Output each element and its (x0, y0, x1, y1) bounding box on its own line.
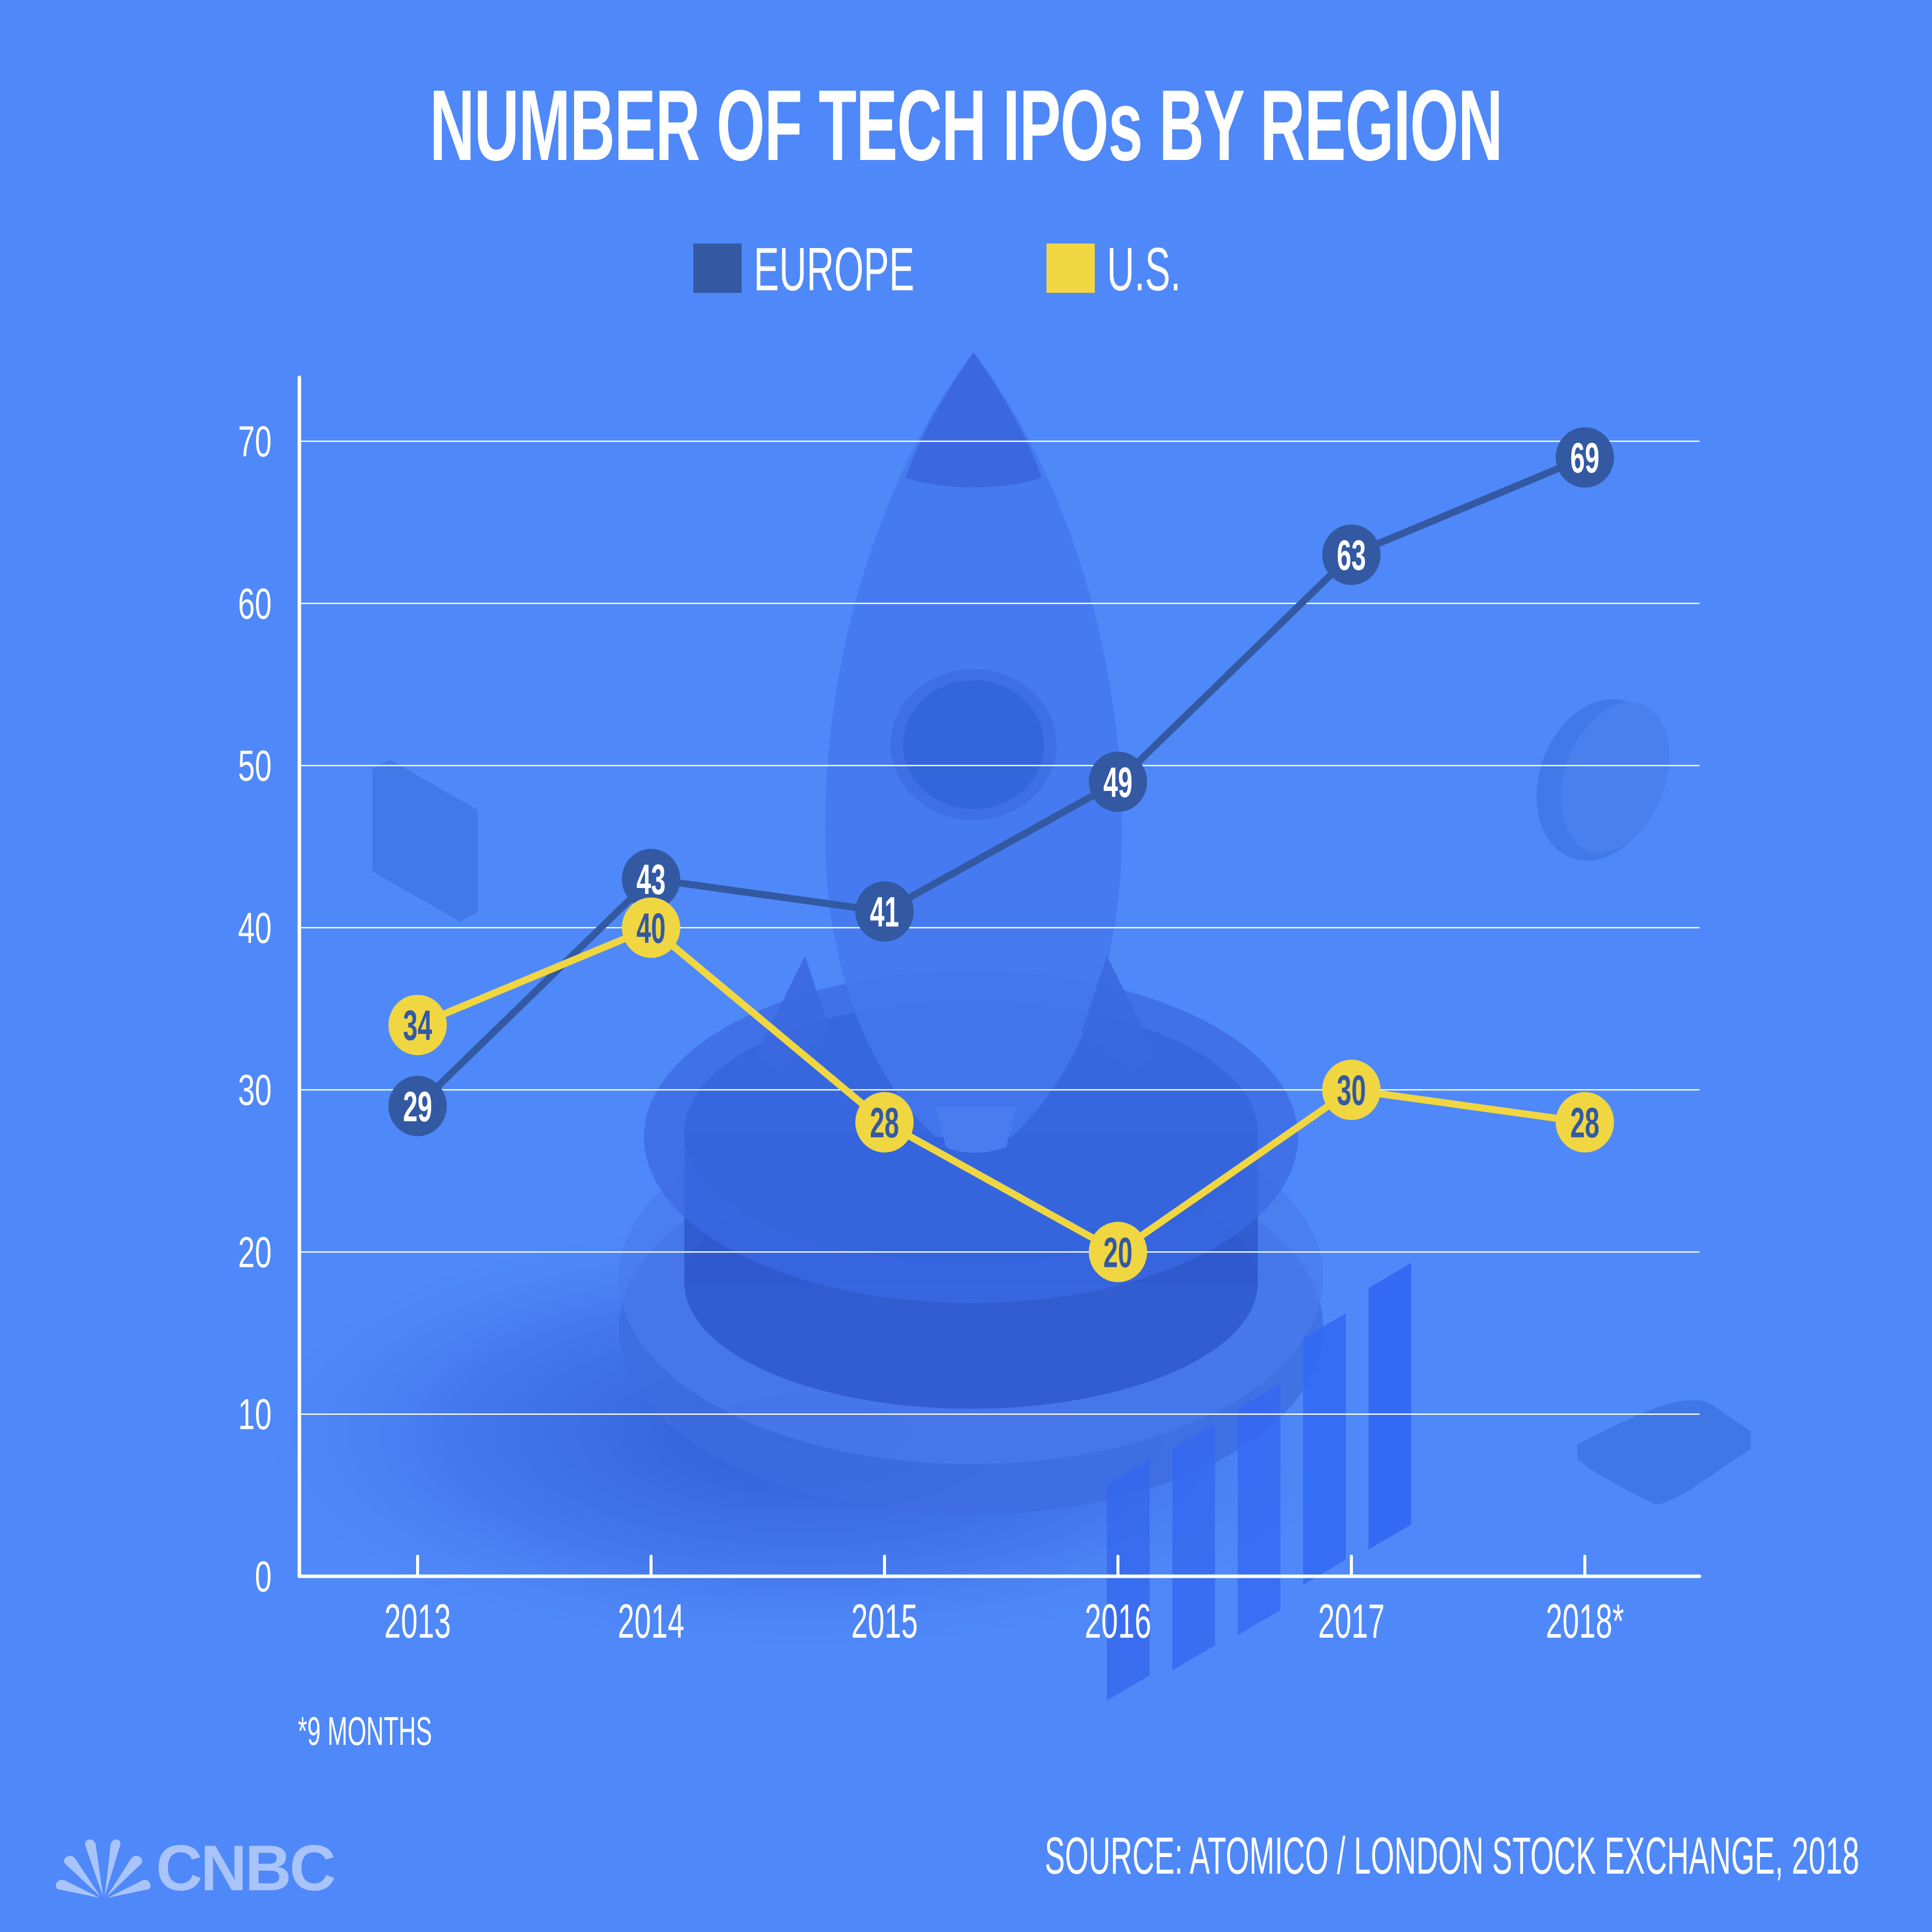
marker-europe (1556, 427, 1614, 488)
gridlines (299, 440, 1700, 1415)
series-line-europe (415, 454, 1586, 1109)
data-label-us: 20 (1103, 1229, 1133, 1276)
data-label-europe: 69 (1570, 435, 1599, 482)
x-tick-label: 2017 (1318, 1594, 1385, 1648)
marker-europe (1089, 751, 1147, 812)
marker-europe (1322, 524, 1381, 585)
y-tick-label: 20 (238, 1228, 272, 1276)
decor-bar-5 (1369, 1263, 1411, 1550)
marker-us (855, 1092, 914, 1153)
data-label-europe: 29 (403, 1083, 432, 1131)
data-label-us: 28 (870, 1099, 899, 1147)
y-tick-label: 30 (238, 1066, 272, 1114)
data-point-us: 30 (1322, 1060, 1381, 1120)
y-axis-ticks: 0 10 20 30 40 50 60 70 (238, 417, 272, 1600)
marker-europe (622, 849, 680, 910)
y-tick-label: 70 (238, 417, 272, 465)
data-label-europe: 43 (636, 856, 666, 903)
data-point-europe: 49 (1089, 751, 1147, 812)
rocket-nozzle (936, 1107, 1016, 1153)
legend-swatch-us (1046, 244, 1095, 293)
source-note: SOURCE: ATOMICO / LONDON STOCK EXCHANGE,… (1044, 1827, 1859, 1885)
data-point-europe: 43 (622, 849, 680, 910)
marker-europe (388, 1076, 447, 1137)
x-axis-ticks: 2013 2014 2015 2016 2017 2018* (384, 1555, 1624, 1648)
data-label-europe: 63 (1337, 532, 1366, 579)
x-tick-label: 2013 (384, 1594, 451, 1648)
x-tick-label: 2014 (618, 1594, 684, 1648)
decor-coin-right-face (1561, 702, 1669, 853)
decor-bar-3 (1238, 1384, 1280, 1635)
marker-europe (855, 881, 914, 942)
rocket-fin-left (755, 956, 830, 1072)
data-point-us: 40 (622, 897, 680, 958)
legend-label-us: U.S. (1107, 235, 1181, 303)
marker-us (1556, 1092, 1614, 1153)
y-tick-label: 10 (238, 1390, 272, 1438)
rocket-window (903, 680, 1044, 809)
chart-title: NUMBER OF TECH IPOs BY REGION (430, 69, 1503, 182)
decor-bar-4 (1303, 1313, 1346, 1585)
peacock-icon (55, 1839, 151, 1898)
data-label-us: 28 (1570, 1099, 1599, 1147)
data-point-europe: 63 (1322, 524, 1381, 585)
legend-swatch-europe (693, 244, 742, 293)
data-point-us: 20 (1089, 1222, 1147, 1282)
footnote: *9 MONTHS (298, 1709, 432, 1753)
data-label-us: 40 (636, 905, 666, 952)
y-tick-label: 50 (238, 742, 272, 790)
data-label-us: 34 (403, 1002, 432, 1050)
x-tick-label: 2016 (1085, 1594, 1151, 1648)
decor-bar-1 (1107, 1459, 1150, 1701)
y-tick-label: 40 (238, 904, 272, 952)
x-tick-label: 2015 (851, 1594, 918, 1648)
x-tick-label: 2018* (1546, 1594, 1624, 1648)
y-tick-label: 0 (255, 1552, 272, 1600)
legend: EUROPE U.S. (0, 236, 1932, 302)
data-point-us: 28 (1556, 1092, 1614, 1153)
data-point-us: 34 (388, 995, 447, 1056)
y-tick-label: 60 (238, 580, 272, 628)
data-point-europe: 29 (388, 1076, 447, 1137)
marker-us (622, 897, 680, 958)
data-label-europe: 49 (1103, 759, 1133, 806)
decor-tile-right (1577, 1400, 1751, 1504)
data-point-us: 28 (855, 1092, 914, 1153)
data-point-europe: 41 (855, 881, 914, 942)
data-label-us: 30 (1337, 1067, 1366, 1114)
logo-wordmark: CNBC (156, 1832, 336, 1904)
legend-label-europe: EUROPE (754, 235, 915, 303)
data-label-europe: 41 (870, 889, 899, 936)
rocket-fin-right (1082, 956, 1157, 1072)
marker-us (388, 995, 447, 1056)
series-markers: 29 43 41 49 63 69 34 40 28 20 30 28 (388, 427, 1614, 1282)
data-point-europe: 69 (1556, 427, 1614, 488)
decor-bar-2 (1172, 1424, 1215, 1670)
marker-us (1089, 1222, 1147, 1282)
series-line-us (416, 924, 1585, 1256)
decor-box-left (372, 760, 478, 922)
marker-us (1322, 1060, 1381, 1120)
series-lines (415, 454, 1586, 1256)
rocket-nose (906, 352, 1041, 488)
